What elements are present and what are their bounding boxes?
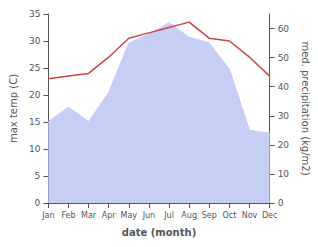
svg-text:Sep: Sep <box>202 211 217 220</box>
svg-text:0: 0 <box>278 198 284 208</box>
svg-text:15: 15 <box>29 117 40 127</box>
svg-text:30: 30 <box>278 111 290 121</box>
svg-text:Nov: Nov <box>242 211 258 220</box>
svg-text:Aug: Aug <box>181 211 197 220</box>
svg-text:max temp (C): max temp (C) <box>8 74 19 143</box>
svg-text:date (month): date (month) <box>122 227 196 238</box>
svg-text:Oct: Oct <box>222 211 236 220</box>
svg-text:30: 30 <box>29 36 41 46</box>
svg-text:60: 60 <box>278 24 290 34</box>
svg-text:20: 20 <box>278 140 290 150</box>
svg-text:Mar: Mar <box>81 211 97 220</box>
svg-text:10: 10 <box>29 144 41 154</box>
svg-text:Jul: Jul <box>163 211 174 220</box>
svg-text:25: 25 <box>29 63 40 73</box>
svg-text:Jan: Jan <box>41 211 54 220</box>
svg-text:May: May <box>121 211 138 220</box>
svg-text:35: 35 <box>29 9 40 19</box>
svg-text:Apr: Apr <box>102 211 117 220</box>
svg-text:Dec: Dec <box>262 211 277 220</box>
svg-text:10: 10 <box>278 169 290 179</box>
svg-text:med. precipitation (kg/m2): med. precipitation (kg/m2) <box>300 41 311 175</box>
svg-text:5: 5 <box>35 171 41 181</box>
svg-text:50: 50 <box>278 53 290 63</box>
svg-text:40: 40 <box>278 82 290 92</box>
svg-text:Jun: Jun <box>142 211 156 220</box>
svg-text:Feb: Feb <box>61 211 75 220</box>
svg-text:20: 20 <box>29 90 41 100</box>
svg-text:0: 0 <box>35 198 41 208</box>
